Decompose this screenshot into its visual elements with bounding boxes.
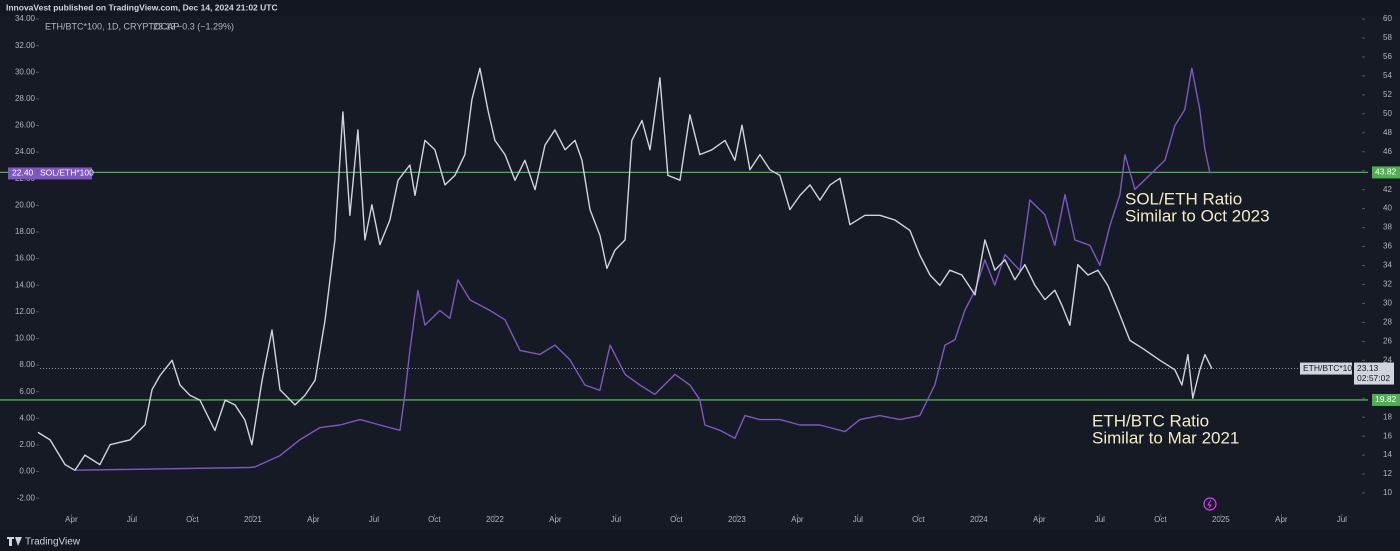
plot-area: Apr Jul Oct 2021 Apr Jul Oct 2022 Apr Jul Oct 2023 A… (0, 14, 1400, 524)
x-tick-label: 2024 (970, 515, 988, 524)
x-tick-label: Oct (912, 515, 925, 524)
last-value-tag (8, 167, 92, 180)
y2-tick-label: 54 (1383, 71, 1392, 80)
annotation: SOL/ETH Ratio (1125, 189, 1242, 208)
y-tick-label: 10.00 (15, 334, 36, 343)
y2-tick-label: 30 (1383, 299, 1392, 308)
y-tick-label: 28.00 (15, 94, 36, 103)
x-tick-label: Oct (1154, 515, 1167, 524)
y2-tick-label: 28 (1383, 317, 1392, 326)
x-tick-label: Apr (549, 515, 562, 524)
y2-tick-label: 42 (1383, 185, 1392, 194)
y2-tick-label: 52 (1383, 90, 1392, 99)
y-tick-label: 4.00 (19, 413, 35, 422)
series-name-tag: ETH/BTC*100 (1303, 363, 1357, 373)
y-tick-label: 26.00 (15, 121, 36, 130)
x-tick-label: Jul (611, 515, 621, 524)
y2-tick-label: 24 (1383, 355, 1392, 364)
y2-tick-label: 58 (1383, 33, 1392, 42)
legend-last: 23.13 (153, 21, 176, 31)
y-tick-label: 12.00 (15, 307, 36, 316)
x-tick-label: Jul (127, 515, 137, 524)
series-name-box (1300, 362, 1352, 375)
footer-text: TradingView (25, 537, 81, 548)
series-line (74, 67, 1211, 471)
y-tick-label: 34.00 (15, 14, 36, 23)
y-tick-label: 30.00 (15, 67, 36, 76)
x-tick-label: Apr (791, 515, 804, 524)
y2-tick-label: 18 (1383, 412, 1392, 421)
y2-tick-label: 36 (1383, 242, 1392, 251)
x-tick-label: Jul (853, 515, 863, 524)
x-tick-label: Apr (1033, 515, 1046, 524)
x-tick-label: Oct (428, 515, 441, 524)
y2-tick-label: 14 (1383, 450, 1392, 459)
footer-bar (0, 531, 1400, 551)
y2-tick-label: 60 (1383, 14, 1392, 23)
last-value-label: 23.13 (1357, 363, 1379, 373)
y2-tick-label: 40 (1383, 204, 1392, 213)
x-tick-label: Jul (1095, 515, 1105, 524)
annotation: Similar to Mar 2021 (1092, 428, 1239, 447)
y-tick-label: -2.00 (17, 493, 36, 502)
x-tick-label: Jul (369, 515, 379, 524)
countdown: 02:57:02 (1357, 373, 1390, 383)
y-tick-label: 16.00 (15, 254, 36, 263)
event-icon[interactable] (1203, 497, 1217, 511)
level-label: 43.82 (1375, 167, 1397, 177)
x-tick-label: 2021 (244, 515, 262, 524)
y2-tick-label: 26 (1383, 336, 1392, 345)
y-tick-label: 32.00 (15, 41, 36, 50)
y2-tick-label: 46 (1383, 147, 1392, 156)
y-tick-label: 24.00 (15, 147, 36, 156)
x-tick-label: 2022 (486, 515, 504, 524)
legend-symbol: ETH/BTC*100, 1D, CRYPTOCAP (45, 21, 179, 31)
x-tick-label: Jul (1337, 515, 1347, 524)
header-bar (0, 0, 1400, 16)
y-tick-label: 18.00 (15, 227, 36, 236)
event-icon-glyph (1207, 499, 1212, 509)
series-name-tag: SOL/ETH*100 (40, 168, 94, 178)
y2-tick-label: 12 (1383, 469, 1392, 478)
y-tick-label: 6.00 (19, 387, 35, 396)
y-tick-label: 20.00 (15, 200, 36, 209)
y-tick-label: 8.00 (19, 360, 35, 369)
y2-tick-label: 10 (1383, 488, 1392, 497)
y2-tick-label: 16 (1383, 431, 1392, 440)
legend-change: −0.3 (−1.29%) (177, 21, 234, 31)
x-tick-label: Oct (186, 515, 199, 524)
level-tag (1372, 393, 1400, 406)
annotation: ETH/BTC Ratio (1092, 411, 1209, 430)
x-tick-label: Oct (670, 515, 683, 524)
logo (7, 537, 22, 546)
x-tick-label: Apr (307, 515, 320, 524)
y2-tick-label: 38 (1383, 223, 1392, 232)
y-tick-label: 0.00 (19, 467, 35, 476)
y2-tick-label: 56 (1383, 52, 1392, 61)
y-tick-label: 14.00 (15, 280, 36, 289)
y2-tick-label: 48 (1383, 128, 1392, 137)
y2-tick-label: 32 (1383, 280, 1392, 289)
y2-tick-label: 34 (1383, 261, 1392, 270)
header-text: InnovaVest published on TradingView.com,… (6, 2, 278, 12)
y-tick-label: 2.00 (19, 440, 35, 449)
annotation: Similar to Oct 2023 (1125, 206, 1270, 225)
x-tick-label: Apr (1275, 515, 1288, 524)
x-tick-label: Apr (65, 515, 78, 524)
x-tick-label: 2025 (1212, 515, 1230, 524)
y2-tick-label: 50 (1383, 109, 1392, 118)
last-value-label: 22.40 (12, 168, 34, 178)
series-line (37, 67, 1213, 471)
level-label: 19.82 (1375, 394, 1397, 404)
x-tick-label: 2023 (728, 515, 746, 524)
last-value-tag (1354, 362, 1394, 385)
level-tag (1372, 166, 1400, 179)
